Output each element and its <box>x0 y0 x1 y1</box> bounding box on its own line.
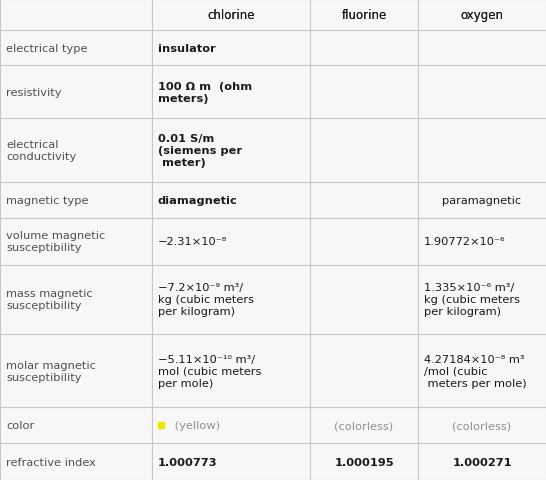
Text: diamagnetic: diamagnetic <box>158 195 238 205</box>
Text: (yellow): (yellow) <box>171 420 220 431</box>
Text: 1.000773: 1.000773 <box>158 456 218 467</box>
Text: 1.000195: 1.000195 <box>334 456 394 467</box>
Text: 1.000271: 1.000271 <box>452 456 512 467</box>
Text: volume magnetic
susceptibility: volume magnetic susceptibility <box>6 230 105 252</box>
Text: chlorine: chlorine <box>207 9 255 22</box>
Text: insulator: insulator <box>158 43 216 53</box>
Text: electrical type: electrical type <box>6 43 87 53</box>
Text: 4.27184×10⁻⁸ m³
/mol (cubic
 meters per mole): 4.27184×10⁻⁸ m³ /mol (cubic meters per m… <box>424 354 527 388</box>
Text: resistivity: resistivity <box>6 88 62 98</box>
Text: mass magnetic
susceptibility: mass magnetic susceptibility <box>6 288 93 311</box>
Text: electrical
conductivity: electrical conductivity <box>6 140 76 162</box>
Text: −5.11×10⁻¹⁰ m³/
mol (cubic meters
per mole): −5.11×10⁻¹⁰ m³/ mol (cubic meters per mo… <box>158 354 262 388</box>
Text: molar magnetic
susceptibility: molar magnetic susceptibility <box>6 360 96 382</box>
Text: oxygen: oxygen <box>460 9 503 22</box>
Text: chlorine: chlorine <box>207 9 255 22</box>
Text: color: color <box>6 420 34 431</box>
Text: fluorine: fluorine <box>341 9 387 22</box>
Text: (colorless): (colorless) <box>335 420 394 431</box>
Text: fluorine: fluorine <box>341 9 387 22</box>
Text: refractive index: refractive index <box>6 456 96 467</box>
Text: 1.335×10⁻⁶ m³/
kg (cubic meters
per kilogram): 1.335×10⁻⁶ m³/ kg (cubic meters per kilo… <box>424 283 520 317</box>
Text: magnetic type: magnetic type <box>6 195 88 205</box>
Text: paramagnetic: paramagnetic <box>442 195 521 205</box>
Text: −7.2×10⁻⁹ m³/
kg (cubic meters
per kilogram): −7.2×10⁻⁹ m³/ kg (cubic meters per kilog… <box>158 283 254 317</box>
Text: 1.90772×10⁻⁶: 1.90772×10⁻⁶ <box>424 237 506 247</box>
Text: (colorless): (colorless) <box>453 420 512 431</box>
Text: 100 Ω m  (ohm
meters): 100 Ω m (ohm meters) <box>158 82 252 104</box>
Text: oxygen: oxygen <box>460 9 503 22</box>
Text: −2.31×10⁻⁸: −2.31×10⁻⁸ <box>158 237 227 247</box>
Text: 0.01 S/m
(siemens per
 meter): 0.01 S/m (siemens per meter) <box>158 134 242 168</box>
